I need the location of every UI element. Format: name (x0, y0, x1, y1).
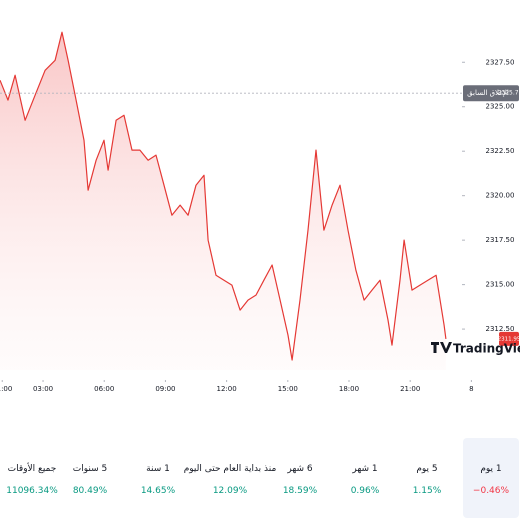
x-tick-label: 21:00 (400, 385, 420, 393)
x-tick-label: 06:00 (94, 385, 114, 393)
period-label: 6 شهر (287, 464, 313, 474)
period-label: 1 سنة (146, 464, 170, 474)
y-tick-label: 2327.50 (486, 58, 515, 66)
period-tab[interactable]: 6 شهر 18.59% (275, 438, 325, 518)
period-change: 18.59% (282, 486, 318, 496)
period-tab[interactable]: 1 سنة 14.65% (133, 438, 183, 518)
prev-close-tag (463, 85, 519, 102)
period-label: 1 شهر (352, 464, 378, 474)
y-tick-label: 2320.00 (486, 192, 515, 200)
x-tick-label: 8 (469, 385, 473, 393)
x-tick-label: 12:00 (217, 385, 237, 393)
y-tick-label: 2317.50 (486, 236, 515, 244)
period-label: جميع الأوقات (7, 464, 57, 474)
last-price-value: 2311.95 (498, 336, 520, 342)
period-change: 11096.34% (6, 486, 58, 496)
x-tick-label: 09:00 (155, 385, 175, 393)
y-tick-label: 2312.50 (486, 325, 515, 333)
period-label: منذ بداية العام حتى اليوم (183, 464, 277, 474)
period-tab[interactable]: 5 سنوات 80.49% (60, 438, 120, 518)
x-tick-label: 01:00 (0, 385, 12, 393)
y-tick-label: 2315.00 (486, 281, 515, 289)
prev-close-value: 2325.76 (498, 90, 520, 97)
period-change: 1.15% (412, 486, 442, 496)
x-tick-label: 03:00 (33, 385, 53, 393)
period-tab[interactable]: جميع الأوقات 11096.34% (0, 438, 67, 518)
chart: 2327.50 2325.00 2322.50 2320.00 2317.50 2315.… (0, 31, 520, 393)
price-line (0, 31, 447, 361)
period-tab[interactable]: 5 يوم 1.15% (402, 438, 452, 518)
x-tick-label: 15:00 (278, 385, 298, 393)
period-tabs: 1 يوم −0.46% 5 يوم 1.15% 1 شهر 0.96% 6 شهر 18.5… (0, 438, 520, 520)
prev-close-label: الإغلاق السابق (467, 89, 509, 97)
period-tab[interactable]: منذ بداية العام حتى اليوم 12.09% (180, 438, 280, 518)
period-change: 80.49% (72, 486, 108, 496)
area (0, 32, 446, 370)
y-tick-label: 2325.00 (486, 103, 515, 111)
last-price-tag (499, 331, 519, 346)
period-tab[interactable]: 1 شهر 0.96% (340, 438, 390, 518)
period-label: 1 يوم (480, 464, 502, 474)
period-change: −0.46% (472, 486, 510, 496)
period-change: 0.96% (350, 486, 380, 496)
period-change: 14.65% (140, 486, 176, 496)
x-tick-label: 18:00 (339, 385, 359, 393)
period-label: 5 يوم (416, 464, 438, 474)
period-tab[interactable]: 1 يوم −0.46% (463, 438, 519, 518)
logo-icon (431, 342, 452, 353)
logo: TradingView (453, 342, 520, 356)
period-change: 12.09% (212, 486, 248, 496)
y-tick-label: 2322.50 (486, 147, 515, 155)
period-label: 5 سنوات (72, 464, 108, 474)
